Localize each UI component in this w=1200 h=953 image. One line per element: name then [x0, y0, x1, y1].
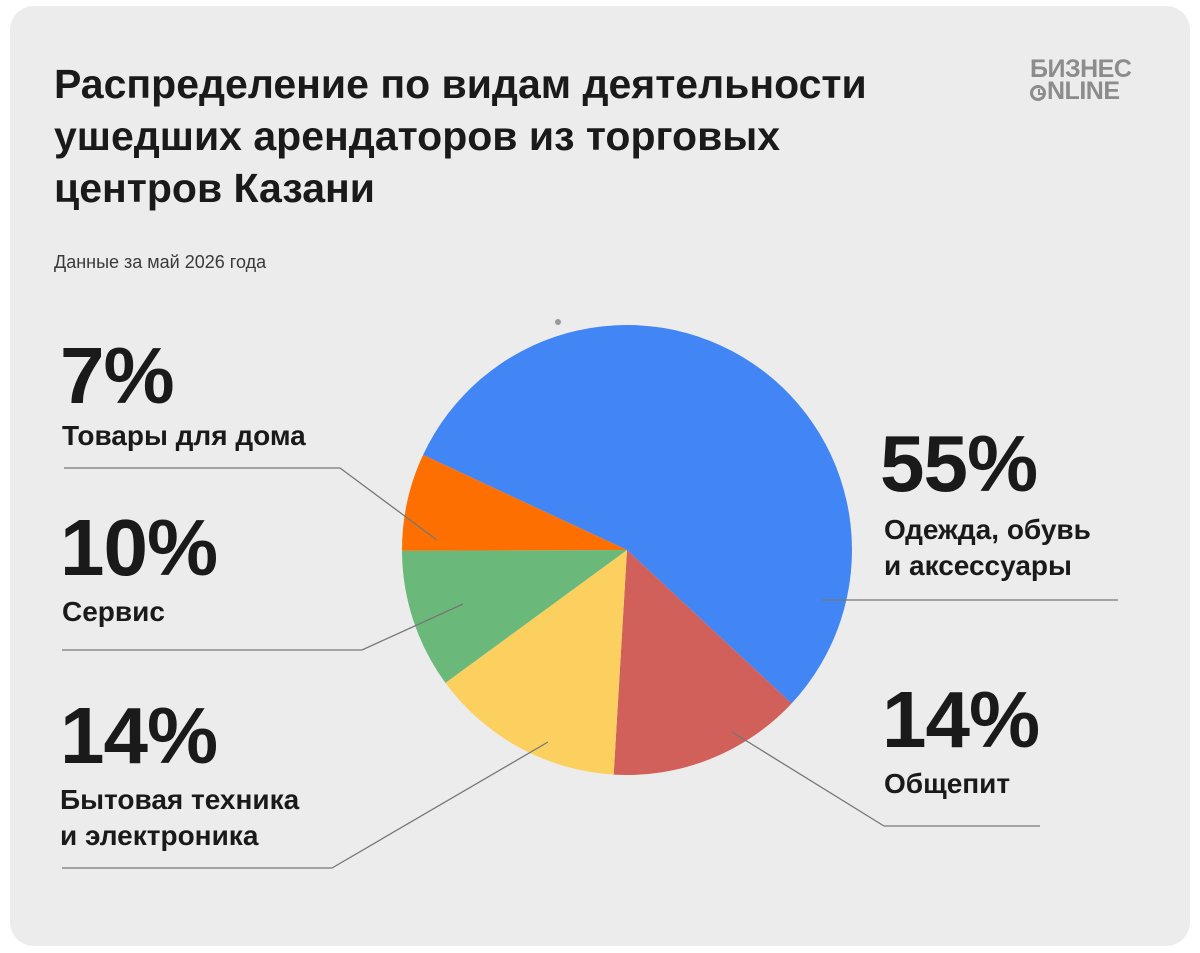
logo-line-2-text: NLINE — [1047, 77, 1120, 105]
leader-line-electronics — [62, 741, 549, 869]
brand-logo: БИЗНЕС NLINE — [1030, 55, 1140, 105]
slice-value-home-goods: 7% — [60, 331, 175, 420]
slice-label-catering: Общепит — [884, 768, 1011, 799]
logo-line-1: БИЗНЕС — [1030, 55, 1132, 83]
chart-subtitle: Данные за май 2026 года — [54, 252, 267, 272]
slice-value-service: 10% — [60, 503, 218, 592]
slice-label-clothing: Одежда, обувь и аксессуары — [884, 514, 1091, 581]
chart-title: Распределение по видам деятельности ушед… — [54, 61, 867, 211]
pie-slice-electronics — [445, 550, 627, 775]
leader-line-catering — [731, 731, 1040, 827]
logo-line-2: NLINE — [1030, 77, 1140, 105]
leader-lines — [62, 467, 1118, 869]
slice-value-clothing: 55% — [880, 419, 1038, 508]
leader-line-service — [62, 603, 464, 651]
slice-value-catering: 14% — [882, 675, 1040, 764]
pie-slice-service — [402, 550, 627, 683]
slice-label-electronics: Бытовая техника и электроника — [60, 784, 300, 851]
pie-slice-home-goods — [401, 454, 627, 551]
leader-line-home-goods — [64, 467, 438, 541]
clock-icon — [1030, 85, 1046, 101]
slice-label-home-goods: Товары для дома — [62, 420, 306, 451]
slice-label-service: Сервис — [62, 596, 165, 627]
pie-slices — [401, 324, 853, 775]
slice-value-electronics: 14% — [60, 691, 218, 780]
pie-slice-clothing — [423, 324, 853, 704]
chart-marker-dot — [555, 319, 561, 325]
pie-slice-catering — [613, 550, 792, 775]
